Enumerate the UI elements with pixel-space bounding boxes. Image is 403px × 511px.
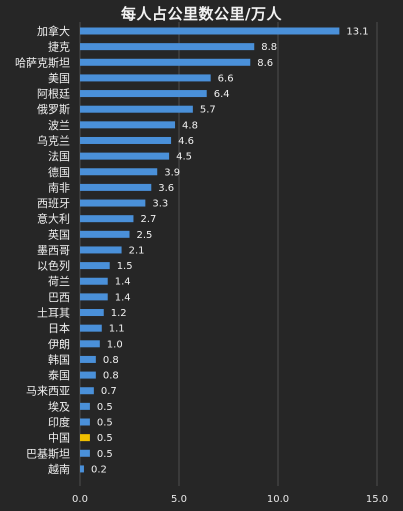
bars [80, 27, 340, 473]
bar [80, 449, 90, 457]
bar [80, 74, 211, 82]
bar [80, 215, 134, 223]
value-label: 3.6 [158, 183, 174, 194]
category-label: 巴基斯坦 [26, 446, 70, 460]
category-label: 加拿大 [37, 24, 70, 38]
value-label: 0.7 [101, 386, 117, 397]
category-label: 墨西哥 [37, 244, 70, 257]
bar [80, 121, 176, 129]
category-label: 意大利 [37, 212, 70, 226]
category-label: 越南 [48, 462, 70, 476]
chart-title: 每人占公里数公里/万人 [121, 5, 282, 23]
category-label: 捷克 [48, 40, 70, 54]
value-label: 6.6 [218, 73, 234, 84]
bar [80, 152, 170, 160]
value-label: 0.8 [103, 355, 119, 366]
value-label: 0.5 [97, 449, 113, 460]
bar [80, 387, 94, 395]
value-label: 3.3 [152, 199, 168, 210]
value-label: 2.7 [140, 214, 156, 225]
category-label: 以色列 [37, 259, 70, 273]
value-label: 1.4 [115, 292, 131, 303]
value-label: 6.4 [214, 89, 230, 100]
value-label: 1.0 [107, 339, 123, 350]
x-tick-label: 0.0 [72, 494, 88, 505]
x-tick-label: 5.0 [171, 494, 187, 505]
value-label: 0.5 [97, 418, 113, 429]
bar [80, 168, 158, 176]
value-label: 0.2 [91, 464, 107, 475]
value-label: 1.4 [115, 277, 131, 288]
category-label: 日本 [48, 321, 70, 335]
value-label: 8.6 [257, 58, 273, 69]
category-label: 泰国 [48, 368, 70, 382]
category-label: 印度 [48, 415, 70, 429]
value-labels: 13.1 8.8 8.6 6.6 6.4 5.74.8 4.6 4.5 3.9 3.6 3.3 2.7… [91, 27, 369, 476]
category-label: 马来西亚 [26, 385, 70, 398]
category-label: 南非 [48, 181, 70, 194]
bar [80, 246, 122, 254]
bar [80, 90, 207, 98]
value-label: 2.5 [137, 230, 153, 241]
bar [80, 262, 110, 270]
bar [80, 465, 84, 473]
bar [80, 324, 102, 332]
bar [80, 199, 146, 207]
bar [80, 371, 96, 379]
value-label: 13.1 [346, 27, 368, 38]
bar [80, 230, 130, 238]
bar [80, 105, 193, 113]
bar [80, 355, 96, 363]
x-tick-label: 10.0 [267, 494, 289, 505]
bar [80, 43, 255, 51]
category-label: 乌克兰 [37, 133, 70, 147]
category-label: 韩国 [48, 352, 70, 366]
category-label: 法国 [48, 149, 70, 163]
category-label: 中国 [48, 432, 70, 445]
value-label: 0.5 [97, 433, 113, 444]
bar [80, 136, 172, 144]
category-labels: 加拿大捷克哈萨克斯坦美国阿根廷俄罗斯波兰乌克兰法国德国南非西班牙意大利英国墨西哥… [15, 24, 70, 476]
bar [80, 293, 108, 301]
value-label: 0.5 [97, 402, 113, 413]
category-label: 西班牙 [37, 197, 70, 210]
category-label: 荷兰 [48, 275, 70, 288]
value-label: 4.8 [182, 120, 198, 131]
x-axis-ticks: 0.0 5.0 10.0 15.0 [72, 494, 388, 505]
bar [80, 27, 340, 35]
bar [80, 402, 90, 410]
bar [80, 418, 90, 426]
bar [80, 183, 152, 191]
category-label: 哈萨克斯坦 [15, 55, 70, 69]
value-label: 0.8 [103, 371, 119, 382]
category-label: 巴西 [48, 291, 70, 304]
category-label: 德国 [48, 165, 70, 179]
category-label: 美国 [48, 72, 70, 85]
bar [80, 58, 251, 66]
category-label: 波兰 [48, 119, 70, 132]
category-label: 俄罗斯 [37, 103, 70, 116]
value-label: 8.8 [261, 42, 277, 53]
category-label: 英国 [48, 227, 70, 241]
value-label: 5.7 [200, 105, 216, 116]
category-label: 伊朗 [48, 338, 70, 351]
value-label: 3.9 [164, 167, 180, 178]
bar [80, 340, 100, 348]
value-label: 1.2 [111, 308, 127, 319]
bar [80, 434, 90, 442]
value-label: 4.5 [176, 152, 192, 163]
value-label: 2.1 [129, 245, 145, 256]
value-label: 4.6 [178, 136, 194, 147]
x-tick-label: 15.0 [366, 494, 388, 505]
value-label: 1.1 [109, 324, 125, 335]
bar [80, 277, 108, 285]
value-label: 1.5 [117, 261, 133, 272]
category-label: 阿根廷 [37, 87, 70, 101]
bar [80, 309, 104, 317]
category-label: 埃及 [48, 399, 70, 413]
category-label: 土耳其 [37, 307, 70, 320]
